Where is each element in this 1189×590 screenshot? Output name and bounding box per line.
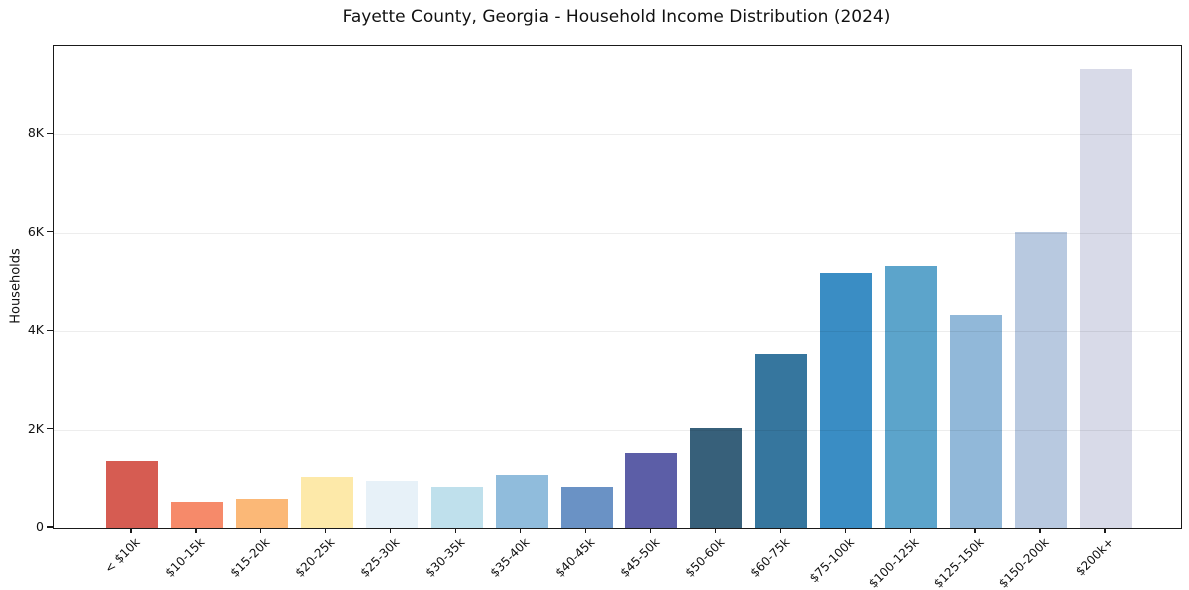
bar-$125-150k [950, 314, 1003, 528]
chart-title: Fayette County, Georgia - Household Inco… [342, 7, 891, 27]
x-tick-label-$20-25k: $20-25k [292, 535, 338, 580]
x-tick-mark [325, 528, 327, 533]
y-tick-mark [47, 427, 53, 430]
x-tick-mark [260, 528, 262, 533]
x-tick-mark [1104, 528, 1106, 533]
y-tick-mark [47, 231, 53, 233]
x-tick-mark [909, 528, 911, 533]
y-tick-label: 2K [27, 420, 44, 436]
bar-$60-75k [755, 354, 808, 528]
bar-$20-25k [300, 477, 353, 528]
x-tick-mark [974, 528, 976, 533]
gridline-6000 [54, 232, 1181, 234]
y-tick-label: 0 [36, 519, 44, 534]
bar-$75-100k [820, 273, 873, 528]
x-tick-label-$45-50k: $45-50k [617, 535, 663, 580]
gridline-4000 [54, 331, 1181, 333]
bar-$10-15k [170, 501, 223, 528]
x-tick-mark [390, 528, 392, 533]
bar-$35-40k [495, 474, 548, 528]
bar-$30-35k [430, 487, 483, 528]
x-tick-label-$10-15k: $10-15k [162, 535, 208, 580]
x-tick-mark [584, 528, 587, 533]
x-tick-label-$200k+: $200k+ [1073, 535, 1117, 579]
bar-$45-50k [625, 452, 678, 528]
x-tick-mark [455, 528, 457, 533]
plot-area [53, 45, 1182, 529]
x-tick-label-$35-40k: $35-40k [487, 535, 533, 580]
x-tick-label-< $10k: < $10k [102, 535, 143, 576]
x-tick-mark [130, 528, 132, 533]
bar-$15-20k [235, 499, 288, 528]
y-tick-label: 8K [27, 125, 44, 141]
x-tick-label-$30-35k: $30-35k [422, 535, 468, 580]
x-tick-label-$40-45k: $40-45k [552, 535, 598, 580]
x-tick-mark [519, 528, 522, 533]
y-axis-label: Households [8, 248, 24, 324]
bar-$100-125k [885, 265, 938, 528]
x-tick-label-$75-100k: $75-100k [806, 535, 858, 586]
y-tick-label: 4K [27, 322, 44, 338]
x-tick-label-$25-30k: $25-30k [357, 535, 403, 580]
bar-< $10k [106, 461, 158, 528]
x-tick-mark [844, 528, 846, 533]
x-tick-mark [649, 528, 652, 533]
bar-$25-30k [365, 480, 418, 528]
y-tick-label: 6K [27, 223, 44, 239]
bar-$150-200k [1015, 231, 1068, 528]
x-tick-mark [1039, 528, 1041, 533]
x-tick-label-$125-150k: $125-150k [931, 535, 988, 590]
x-tick-mark [779, 528, 781, 533]
gridline-8000 [54, 134, 1181, 136]
x-tick-label-$50-60k: $50-60k [682, 535, 728, 580]
y-tick-mark [47, 526, 53, 528]
x-tick-mark [714, 528, 716, 533]
bar-$200k+ [1079, 69, 1132, 528]
bar-$50-60k [690, 427, 743, 528]
x-tick-label-$100-125k: $100-125k [866, 535, 923, 590]
gridline-2000 [54, 429, 1181, 431]
x-tick-label-$15-20k: $15-20k [227, 535, 273, 580]
bar-$40-45k [560, 487, 613, 528]
y-tick-mark [47, 132, 53, 134]
x-tick-label-$150-200k: $150-200k [996, 535, 1052, 590]
x-tick-label-$60-75k: $60-75k [747, 535, 793, 580]
y-tick-mark [47, 329, 53, 331]
x-tick-mark [195, 528, 197, 533]
